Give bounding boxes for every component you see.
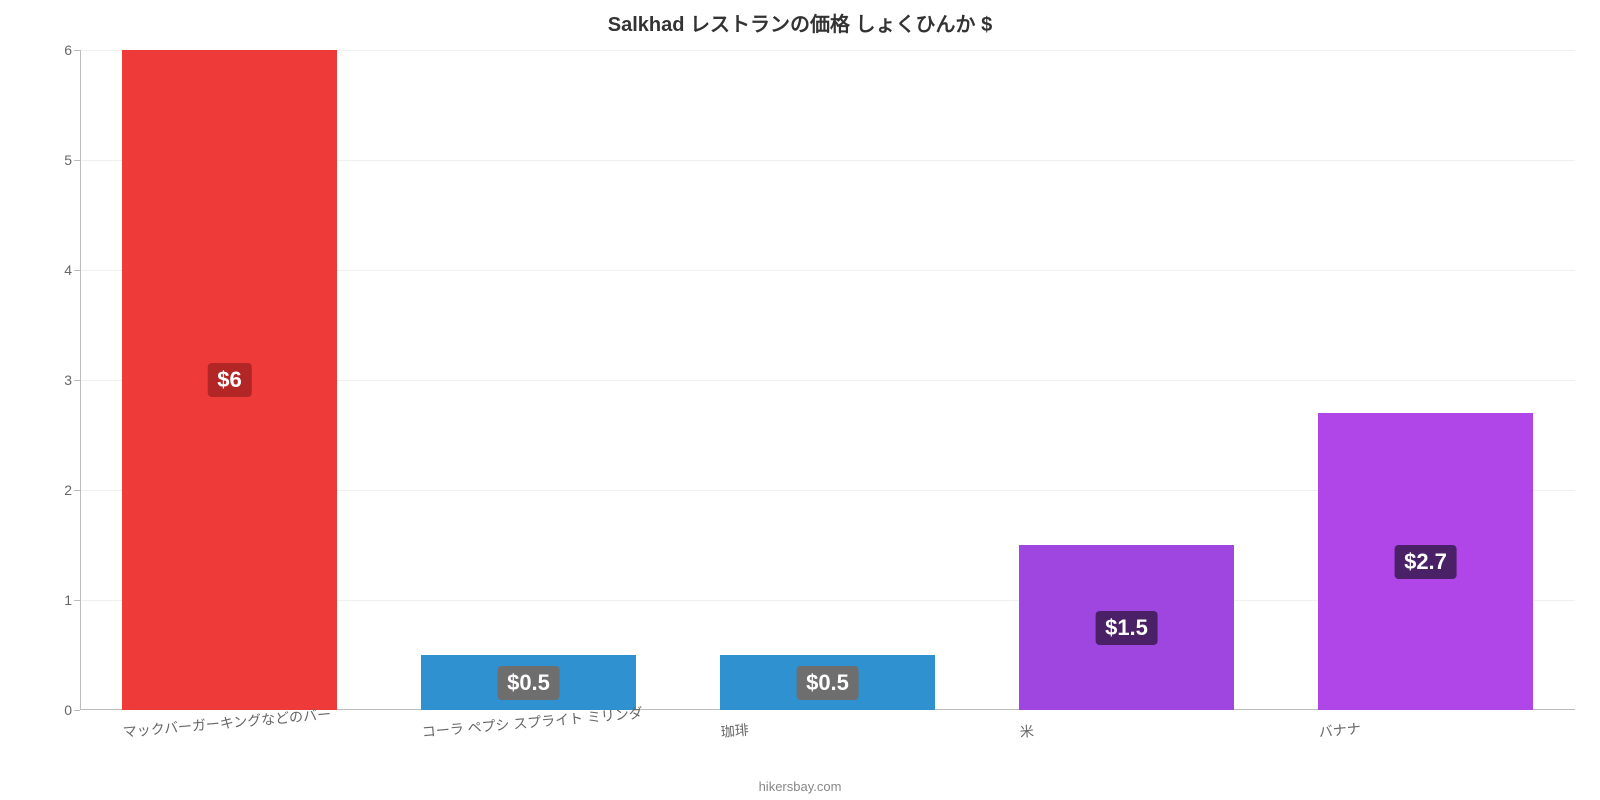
- y-tick-label: 5: [64, 152, 72, 168]
- bar-value-label: $0.5: [497, 666, 560, 700]
- y-tick-label: 4: [64, 262, 72, 278]
- y-tick-label: 6: [64, 42, 72, 58]
- bar-value-label: $1.5: [1095, 611, 1158, 645]
- plot-area: 0123456$6マックバーガーキングなどのバー$0.5コーラ ペプシ スプライ…: [80, 50, 1575, 710]
- chart-title: Salkhad レストランの価格 しょくひんか $: [0, 8, 1600, 37]
- bar-value-label: $6: [207, 363, 251, 397]
- y-tick-label: 3: [64, 372, 72, 388]
- y-tick-label: 2: [64, 482, 72, 498]
- bar-value-label: $0.5: [796, 666, 859, 700]
- chart-container: Salkhad レストランの価格 しょくひんか $ 0123456$6マックバー…: [0, 0, 1600, 800]
- y-tick-label: 1: [64, 592, 72, 608]
- chart-credit: hikersbay.com: [0, 779, 1600, 794]
- y-tick-mark: [74, 710, 80, 711]
- y-tick-label: 0: [64, 702, 72, 718]
- x-tick-label: 珈琲: [720, 720, 750, 742]
- y-axis-line: [80, 50, 81, 710]
- bar-value-label: $2.7: [1394, 545, 1457, 579]
- x-tick-label: 米: [1019, 721, 1035, 742]
- x-tick-label: バナナ: [1318, 718, 1362, 742]
